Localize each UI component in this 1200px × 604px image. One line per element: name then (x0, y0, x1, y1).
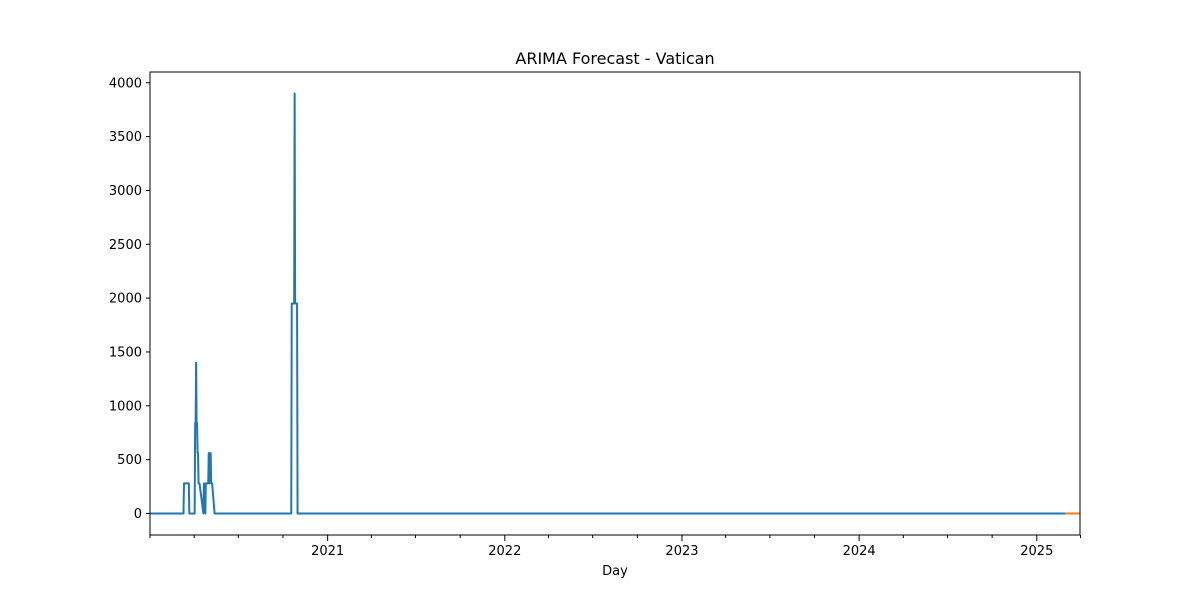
chart-title: ARIMA Forecast - Vatican (515, 49, 714, 68)
y-tick-label: 4000 (109, 76, 142, 91)
y-tick-label: 3500 (109, 130, 142, 145)
y-tick-label: 1500 (109, 345, 142, 360)
x-tick-label: 2022 (488, 544, 521, 559)
y-tick-label: 2000 (109, 292, 142, 307)
y-tick-label: 500 (117, 453, 142, 468)
y-tick-label: 2500 (109, 238, 142, 253)
plot-frame (149, 71, 1081, 536)
y-tick-label: 1000 (109, 399, 142, 414)
y-tick-label: 0 (134, 507, 142, 522)
x-axis-label: Day (602, 564, 628, 579)
plot-area: 0 500 1000 1500 2000 2500 3000 3500 4000 2021 2022… (109, 71, 1081, 559)
x-tick-label: 2023 (665, 544, 698, 559)
x-tick-label: 2025 (1020, 544, 1053, 559)
x-tick-label: 2024 (843, 544, 876, 559)
x-tick-label: 2021 (311, 544, 344, 559)
series-line-0 (150, 92, 1066, 515)
y-tick-label: 3000 (109, 184, 142, 199)
